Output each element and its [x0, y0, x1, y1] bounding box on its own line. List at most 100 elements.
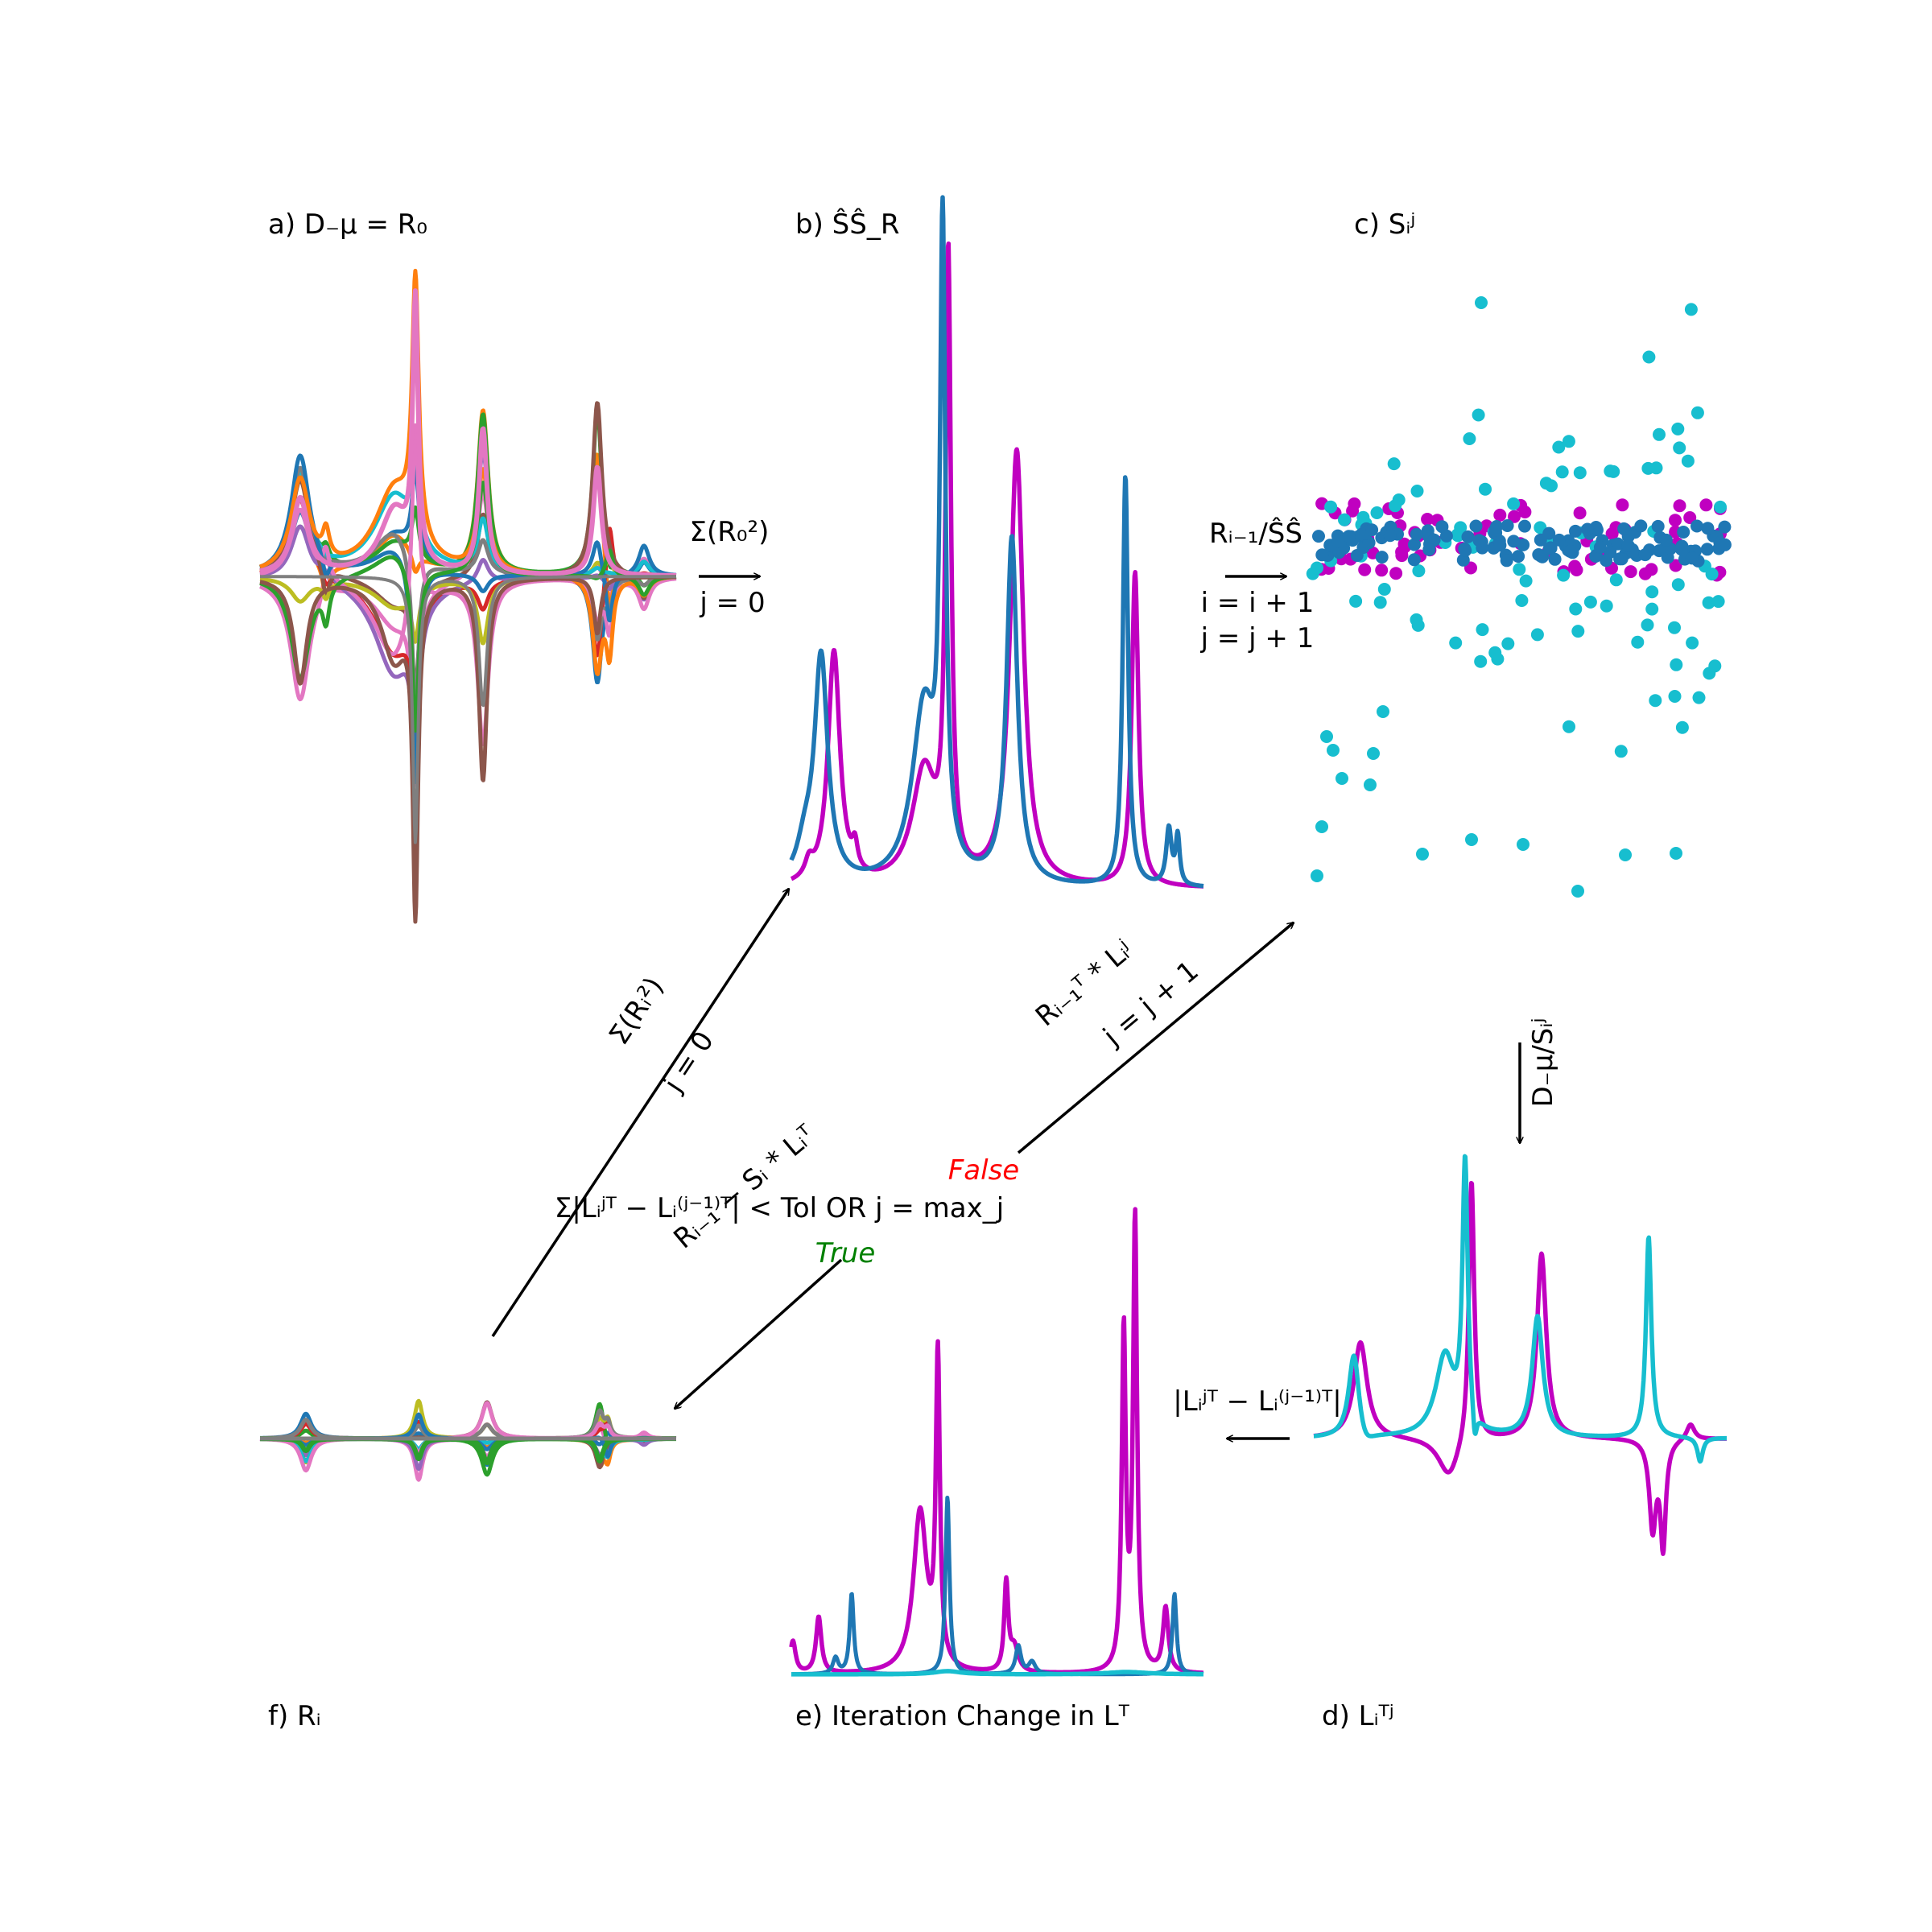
scatter-point-magenta: [1358, 563, 1372, 576]
scatter-point-blue: [1651, 519, 1665, 533]
scatter-point-cyan: [1645, 602, 1659, 616]
scatter-point-magenta: [1638, 567, 1652, 580]
scatter-point-cyan: [1377, 583, 1391, 596]
scatter-point-cyan: [1641, 461, 1655, 475]
scatter-point-cyan: [1320, 730, 1333, 743]
arrow-decision-to-c: [1017, 923, 1294, 1154]
scatter-point-cyan: [1501, 637, 1515, 650]
scatter-point-blue: [1410, 527, 1423, 541]
scatter-point-magenta: [1508, 510, 1521, 523]
panel-b-label: b) ŜŜ_R: [795, 208, 899, 241]
arrow-decision-to-f: [675, 1258, 843, 1409]
scatter-point-cyan: [1684, 303, 1698, 316]
scatter-point-cyan: [1311, 869, 1323, 882]
scatter-point-magenta: [1669, 514, 1682, 527]
scatter-point-cyan: [1411, 618, 1425, 632]
scatter-point-blue: [1701, 522, 1715, 535]
scatter-point-cyan: [1545, 479, 1558, 493]
scatter-point-cyan: [1671, 578, 1685, 592]
scatter-point-blue: [1690, 519, 1703, 533]
scatter-point-cyan: [1573, 466, 1587, 480]
scatter-point-blue: [1685, 551, 1699, 565]
scatter-point-cyan: [1474, 654, 1488, 668]
scatter-point-magenta: [1573, 506, 1587, 520]
scatter-point-cyan: [1315, 820, 1328, 833]
scatter-point-magenta: [1493, 508, 1507, 522]
scatter-point-blue: [1456, 553, 1470, 567]
scatter-point-blue: [1459, 543, 1472, 557]
scatter-point-blue: [1512, 550, 1525, 564]
spectrum-trace: [258, 575, 678, 924]
change-series-cyan: [791, 1669, 1204, 1677]
scatter-point-blue: [1718, 538, 1732, 551]
scatter-point-cyan: [1479, 482, 1492, 496]
arrow-b-to-c-line1: i = i + 1: [1201, 587, 1315, 619]
scatter-point-cyan: [1708, 659, 1722, 673]
scatter-point-magenta: [1568, 559, 1582, 573]
panel-d-label: d) Lᵢᵀʲ: [1322, 1700, 1394, 1732]
scatter-point-blue: [1552, 533, 1566, 547]
arrow-c-to-d-label: D₋μ/Sᵢʲ: [1527, 1018, 1559, 1108]
scatter-point-cyan: [1673, 441, 1686, 455]
scatter-point-magenta: [1518, 506, 1532, 518]
scatter-point-cyan: [1686, 636, 1699, 650]
scatter-point-cyan: [1671, 422, 1685, 436]
scatter-point-cyan: [1645, 585, 1659, 599]
scatter-point-cyan: [1472, 408, 1485, 422]
scatter-point-cyan: [1583, 595, 1597, 609]
scatter-point-cyan: [1653, 427, 1666, 441]
panel-f-label: f) Rᵢ: [268, 1700, 321, 1732]
scatter-point-cyan: [1416, 848, 1429, 861]
scatter-point-blue: [1469, 519, 1483, 533]
scatter-point-magenta: [1616, 498, 1629, 512]
scatter-point-blue: [1617, 522, 1631, 535]
scatter-point-cyan: [1555, 465, 1569, 479]
scatter-point-cyan: [1619, 848, 1632, 861]
scatter-point-cyan: [1600, 599, 1613, 613]
scatter-point-blue: [1422, 543, 1436, 556]
scatter-point-cyan: [1377, 705, 1389, 718]
scatter-point-cyan: [1476, 623, 1489, 637]
scatter-point-cyan: [1670, 847, 1682, 860]
panel-f-residuals: [258, 1398, 678, 1482]
scatter-point-magenta: [1375, 564, 1389, 577]
scatter-point-cyan: [1410, 485, 1424, 497]
scatter-point-magenta: [1348, 497, 1361, 510]
panel-d-loadings: [1311, 1154, 1729, 1556]
scatter-point-blue: [1507, 535, 1521, 548]
scatter-point-cyan: [1690, 406, 1704, 419]
scatter-point-cyan: [1675, 720, 1689, 734]
spectrum-trace: [258, 268, 678, 676]
scatter-point-cyan: [1530, 628, 1544, 642]
scatter-point-blue: [1700, 543, 1714, 556]
scatter-point-cyan: [1670, 658, 1683, 671]
scatter-point-cyan: [1563, 720, 1575, 733]
scatter-point-cyan: [1557, 568, 1571, 582]
scatter-point-blue: [1548, 552, 1562, 566]
scatter-point-blue: [1674, 543, 1688, 556]
scatter-point-cyan: [1571, 625, 1585, 638]
scatter-point-blue: [1534, 549, 1548, 563]
scatter-point-blue: [1653, 544, 1666, 558]
scatter-point-cyan: [1668, 621, 1681, 634]
scatter-point-cyan: [1711, 595, 1725, 609]
scatter-point-cyan: [1515, 594, 1529, 607]
scatter-point-cyan: [1562, 435, 1575, 448]
scatter-point-cyan: [1668, 690, 1682, 703]
decision-true-label: True: [815, 1237, 876, 1269]
panel-b-ss-plot: [789, 195, 1206, 889]
scatter-point-cyan: [1631, 635, 1645, 649]
spectrum-trace: [258, 453, 678, 785]
scatter-point-cyan: [1387, 457, 1401, 471]
scatter-point-magenta: [1605, 527, 1619, 540]
scatter-point-cyan: [1465, 833, 1478, 846]
scatter-point-blue: [1581, 522, 1594, 536]
scatter-point-cyan: [1642, 350, 1656, 364]
arrow-f-to-b-upper-label: Σ(Rᵢ²): [603, 972, 671, 1051]
scatter-point-blue: [1332, 546, 1346, 559]
scatter-point-cyan: [1335, 772, 1348, 785]
scatter-point-cyan: [1475, 296, 1488, 309]
scatter-point-blue: [1621, 539, 1635, 552]
scatter-point-magenta: [1699, 498, 1713, 512]
